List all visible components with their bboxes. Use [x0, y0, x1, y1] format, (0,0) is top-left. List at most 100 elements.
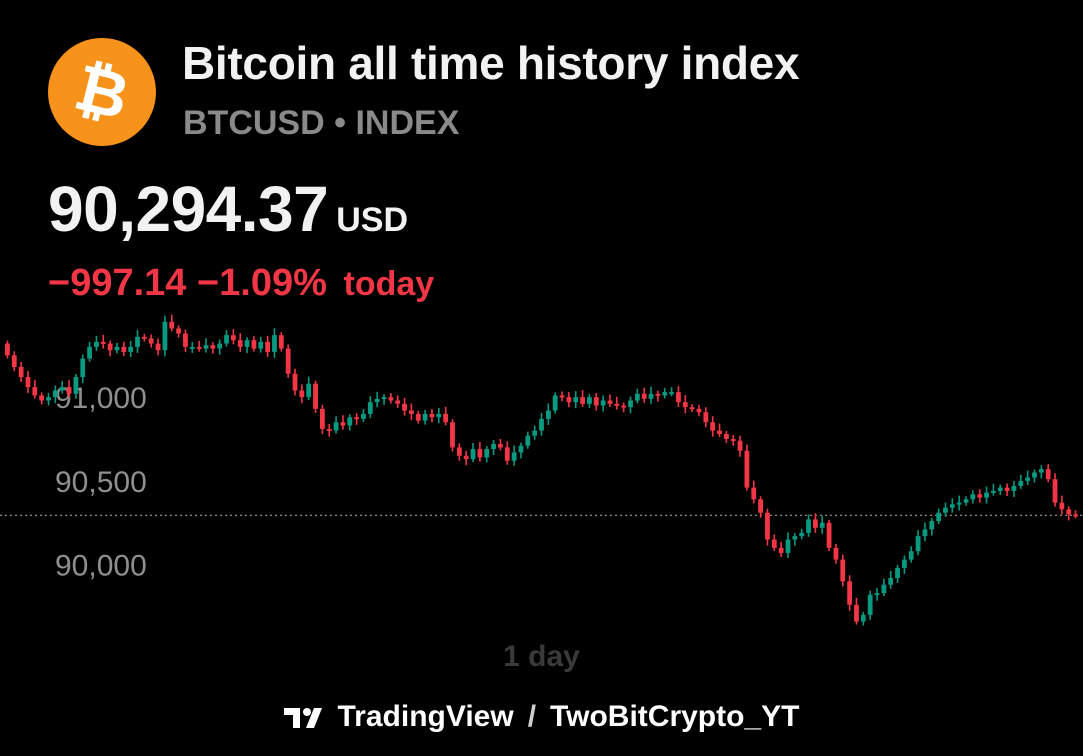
- candle: [1073, 510, 1078, 519]
- candle: [730, 434, 736, 446]
- candle: [922, 522, 928, 542]
- candle: [326, 423, 332, 437]
- candle: [737, 435, 743, 457]
- candle: [819, 515, 825, 534]
- candle: [319, 404, 325, 434]
- candle: [39, 392, 45, 405]
- candle: [874, 588, 880, 601]
- candle: [696, 404, 702, 417]
- candle: [936, 508, 942, 525]
- candle: [189, 341, 195, 353]
- candle: [409, 403, 414, 420]
- candle: [929, 518, 935, 536]
- candle: [915, 530, 921, 556]
- candle: [847, 575, 853, 611]
- candle: [87, 341, 92, 362]
- candle: [943, 502, 948, 517]
- candle: [593, 393, 599, 411]
- candle: [949, 498, 955, 513]
- price-row: 90,294.37 USD: [48, 172, 408, 246]
- candle: [11, 351, 17, 372]
- candle: [881, 578, 887, 597]
- candle: [812, 513, 818, 533]
- candle: [854, 597, 859, 625]
- candle: [689, 404, 695, 412]
- candle: [415, 410, 421, 424]
- author-name: TwoBitCrypto_YT: [550, 700, 800, 733]
- candle: [94, 335, 99, 351]
- candle: [217, 339, 223, 355]
- footer-separator: /: [527, 700, 537, 733]
- candle: [518, 442, 524, 459]
- candle: [539, 412, 544, 436]
- candle: [422, 409, 428, 425]
- candle: [860, 611, 866, 626]
- candle: [778, 541, 784, 557]
- candle: [18, 361, 24, 383]
- candle: [141, 333, 147, 342]
- candle: [792, 533, 798, 546]
- candle: [224, 330, 229, 347]
- candle: [765, 508, 770, 546]
- candle: [66, 380, 72, 398]
- candle: [1045, 464, 1051, 483]
- candle: [237, 333, 243, 352]
- candle: [634, 388, 640, 404]
- candle: [1052, 473, 1058, 507]
- candle: [758, 496, 764, 518]
- candle: [114, 342, 120, 354]
- candle: [450, 419, 455, 452]
- candle: [52, 385, 58, 404]
- candle: [395, 395, 401, 408]
- candle: [210, 342, 216, 354]
- candle: [545, 403, 551, 425]
- candle: [443, 406, 449, 426]
- candle: [662, 388, 668, 399]
- candle: [956, 495, 962, 511]
- svg-text:₿: ₿: [68, 51, 137, 135]
- candle: [867, 590, 873, 620]
- candle: [614, 396, 620, 410]
- candle: [25, 371, 31, 394]
- candle: [436, 407, 442, 424]
- price-currency: USD: [336, 201, 409, 239]
- candle: [600, 395, 606, 412]
- candle: [963, 496, 969, 506]
- candle: [1025, 470, 1031, 485]
- candle: [347, 414, 353, 431]
- candle: [367, 396, 373, 418]
- candle: [1018, 474, 1024, 489]
- candle: [895, 564, 900, 584]
- y-tick-label: 90,000: [55, 550, 147, 583]
- candle: [292, 368, 298, 396]
- candle: [525, 431, 531, 449]
- candle: [381, 394, 387, 405]
- candle: [799, 528, 805, 540]
- candle: [196, 340, 202, 352]
- candle: [361, 408, 366, 422]
- current-price: 90,294.37: [48, 173, 329, 245]
- daily-change: −997.14 −1.09% today: [48, 262, 434, 305]
- candle: [744, 444, 750, 491]
- candle: [628, 396, 633, 414]
- candle: [902, 555, 907, 575]
- candle: [299, 384, 305, 404]
- candle: [340, 415, 346, 430]
- candle: [559, 391, 565, 402]
- candle: [272, 328, 277, 358]
- candle: [532, 425, 538, 440]
- candle: [511, 445, 517, 466]
- candle: [100, 334, 106, 349]
- candle: [1032, 469, 1037, 483]
- candle: [155, 338, 161, 356]
- change-period: today: [343, 265, 435, 303]
- candle: [648, 386, 654, 404]
- candle: [751, 480, 757, 504]
- candle: [251, 336, 257, 352]
- candle: [580, 390, 585, 407]
- candle: [374, 391, 380, 408]
- candle: [5, 340, 10, 359]
- candle: [285, 344, 291, 378]
- candle: [710, 416, 716, 437]
